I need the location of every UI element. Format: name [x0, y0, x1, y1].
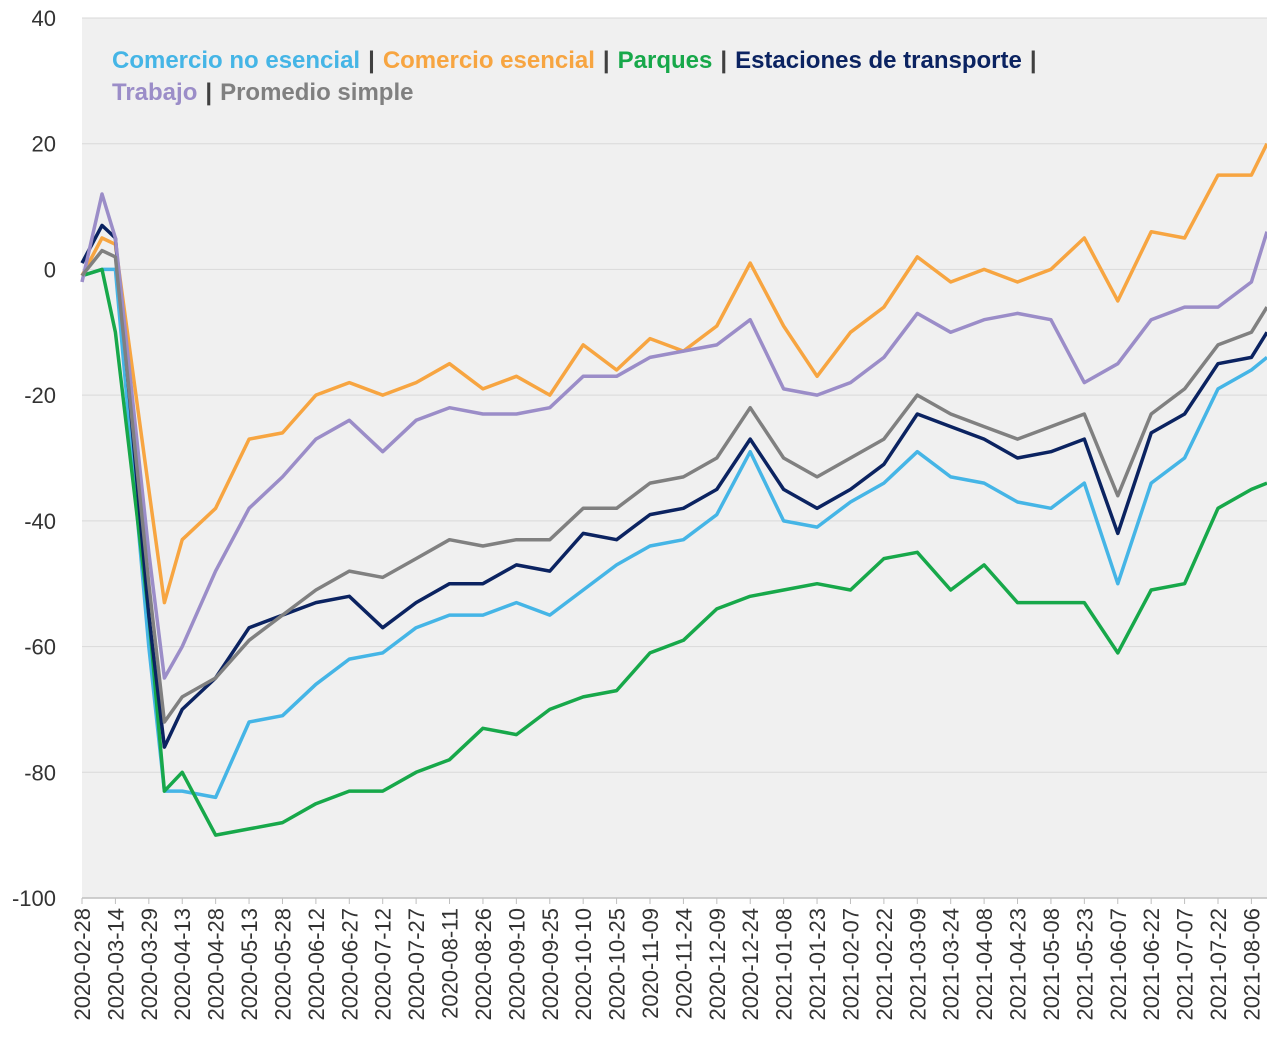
x-tick-label: 2021-04-23 — [1006, 908, 1031, 1021]
y-tick-label: -80 — [24, 760, 56, 785]
series-line — [81, 267, 1267, 837]
x-tick-label: 2021-07-22 — [1206, 908, 1231, 1021]
x-tick-label: 2021-03-09 — [905, 908, 930, 1021]
x-tick-label: 2021-01-08 — [772, 908, 797, 1021]
legend-separator: | — [205, 79, 212, 106]
x-tick-label: 2020-08-11 — [438, 908, 463, 1019]
legend-entry: Estaciones de transporte — [735, 47, 1022, 74]
legend-entry: Comercio no esencial — [112, 47, 360, 74]
series-line — [80, 142, 1267, 605]
legend-entry: Trabajo — [112, 79, 197, 106]
y-tick-label: 0 — [44, 257, 56, 282]
x-tick-label: 2020-03-14 — [103, 908, 128, 1021]
x-tick-label: 2020-10-25 — [605, 908, 630, 1021]
x-tick-label: 2020-07-12 — [371, 908, 396, 1021]
x-tick-label: 2021-06-22 — [1139, 908, 1164, 1021]
x-tick-label: 2020-11-09 — [638, 908, 663, 1019]
y-tick-label: -60 — [24, 635, 56, 660]
y-tick-label: 40 — [32, 6, 56, 31]
x-tick-label: 2020-12-09 — [705, 908, 730, 1021]
x-tick-label: 2021-05-23 — [1072, 908, 1097, 1021]
legend-separator: | — [368, 47, 375, 74]
x-tick-label: 2020-06-27 — [337, 908, 362, 1021]
x-tick-label: 2021-02-22 — [872, 908, 897, 1021]
legend-separator: | — [1030, 47, 1037, 74]
y-tick-label: -100 — [12, 886, 56, 911]
plot-area — [82, 18, 1267, 898]
legend-entry: Parques — [618, 47, 713, 74]
x-tick-label: 2020-10-10 — [571, 908, 596, 1021]
legend-separator: | — [603, 47, 610, 74]
y-tick-label: 20 — [32, 132, 56, 157]
series-line — [80, 223, 1267, 749]
x-tick-label: 2020-07-27 — [404, 908, 429, 1021]
x-tick-label: 2020-09-25 — [538, 908, 563, 1021]
series-line — [80, 192, 1267, 680]
x-tick-label: 2020-04-13 — [170, 908, 195, 1021]
x-tick-label: 2021-07-07 — [1173, 908, 1198, 1021]
series-line — [81, 267, 1267, 800]
x-tick-label: 2021-03-24 — [939, 908, 964, 1021]
x-tick-label: 2020-03-29 — [137, 908, 162, 1021]
legend: Trabajo | Promedio simple — [112, 79, 413, 106]
legend-entry: Comercio esencial — [383, 47, 595, 74]
y-tick-label: -20 — [24, 383, 56, 408]
legend-separator: | — [720, 47, 727, 74]
x-tick-label: 2020-05-13 — [237, 908, 262, 1021]
x-tick-label: 2020-08-26 — [471, 908, 496, 1021]
x-tick-label: 2020-09-10 — [504, 908, 529, 1021]
x-tick-label: 2020-11-24 — [671, 908, 696, 1019]
x-tick-label: 2021-01-23 — [805, 908, 830, 1021]
y-tick-label: -40 — [24, 509, 56, 534]
x-tick-label: 2021-08-06 — [1239, 908, 1264, 1021]
x-tick-label: 2021-06-07 — [1106, 908, 1131, 1021]
x-tick-label: 2021-04-08 — [972, 908, 997, 1021]
legend-entry: Promedio simple — [220, 79, 413, 106]
x-tick-label: 2020-02-28 — [70, 908, 95, 1021]
legend: Comercio no esencial | Comercio esencial | P… — [112, 47, 1037, 74]
x-tick-label: 2020-06-12 — [304, 908, 329, 1021]
x-tick-label: 2020-04-28 — [204, 908, 229, 1021]
x-tick-label: 2020-05-28 — [270, 908, 295, 1021]
series-line — [80, 248, 1267, 724]
x-tick-label: 2021-02-07 — [838, 908, 863, 1021]
x-tick-label: 2021-05-08 — [1039, 908, 1064, 1021]
x-tick-label: 2020-12-24 — [738, 908, 763, 1021]
